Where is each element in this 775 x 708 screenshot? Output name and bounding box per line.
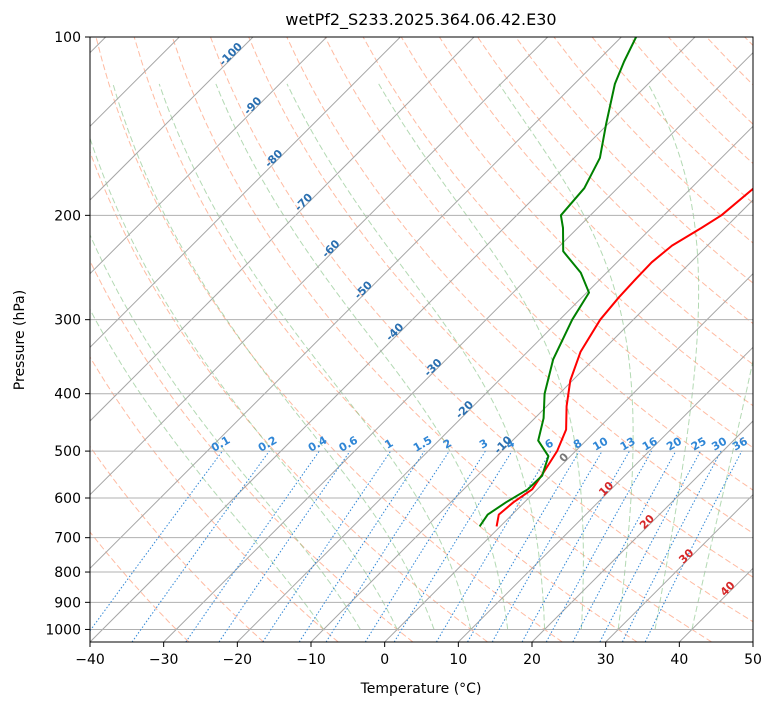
mixing-ratio-line [262, 450, 392, 642]
dry-adiabat [248, 37, 753, 578]
profile-series [478, 37, 753, 527]
mixing-ratio-line [599, 450, 701, 642]
y-tick-label: 100 [54, 30, 81, 46]
isotherm [90, 37, 549, 496]
isotherm [90, 37, 475, 422]
dry-adiabat [515, 37, 753, 284]
dry-adiabat [133, 37, 638, 642]
chart-title: wetPf2_S233.2025.364.06.42.E30 [285, 10, 556, 30]
mixing-ratio-line [131, 450, 270, 642]
mixing-ratio-line [364, 450, 486, 642]
y-axis: 100 200 300 400 500 600 700 800 900 1000 [45, 30, 90, 638]
isotherm [90, 37, 328, 275]
y-tick-label: 700 [54, 531, 81, 547]
isotherm [457, 346, 753, 642]
plot-area: 0.1 0.2 0.4 0.6 1 1.5 2 3 4 6 8 10 13 16 20 25 30 36-100-… [90, 37, 753, 642]
isotherm [531, 420, 753, 642]
y-tick-label: 400 [54, 387, 81, 403]
dry-adiabat [90, 531, 190, 642]
mixing-ratio-line [545, 450, 653, 642]
moist-adiabat [90, 136, 398, 630]
dry-adiabat [95, 37, 563, 642]
y-tick-label: 600 [54, 491, 81, 507]
plot-frame [89, 36, 754, 643]
x-tick-label: 0 [380, 652, 389, 668]
moist-adiabat [691, 358, 753, 630]
isotherm [384, 272, 753, 642]
mixing-ratio-line [185, 450, 320, 642]
mixing-ratio-line [298, 450, 425, 642]
isotherm [90, 37, 696, 642]
x-tick-label: 50 [744, 652, 762, 668]
mixing-ratio-line [644, 450, 743, 642]
y-tick-label: 800 [54, 565, 81, 581]
isotherm [605, 493, 753, 642]
moist-adiabat [647, 83, 700, 630]
isotherm [90, 37, 622, 570]
x-tick-label: 40 [670, 652, 688, 668]
moist-adiabat [158, 83, 472, 630]
y-tick-label: 300 [54, 313, 81, 329]
isotherm [163, 51, 753, 642]
isotherm [90, 37, 401, 349]
y-tick-label: 500 [54, 444, 81, 460]
dewpoint-profile-line [478, 37, 637, 527]
x-axis-label: Temperature (°C) [360, 681, 482, 697]
x-tick-label: −10 [296, 652, 326, 668]
dry-adiabat [90, 150, 488, 642]
mixing-ratio-line [621, 450, 722, 642]
x-tick-label: 10 [449, 652, 467, 668]
x-tick-label: −30 [149, 652, 179, 668]
isobars [90, 37, 753, 630]
x-tick-label: −40 [75, 652, 105, 668]
moist-adiabat [112, 83, 435, 630]
y-tick-label: 900 [54, 595, 81, 611]
x-axis: −40 −30 −20 −10 0 10 20 30 40 50 [75, 642, 762, 668]
dry-adiabat [90, 445, 264, 642]
y-axis-label: Pressure (hPa) [12, 290, 28, 390]
isotherm [310, 199, 753, 642]
y-tick-label: 1000 [45, 622, 81, 638]
x-tick-label: −20 [223, 652, 253, 668]
moist-adiabat [90, 308, 324, 630]
dry-adiabat [210, 37, 753, 623]
x-tick-label: 20 [523, 652, 541, 668]
mixing-ratio-line [521, 450, 630, 642]
y-tick-label: 200 [54, 208, 81, 224]
isotherm [236, 125, 753, 642]
dry-adiabat [400, 37, 753, 407]
temperature-profile-line [495, 187, 753, 527]
dry-adiabat [438, 37, 753, 366]
isotherms [90, 37, 753, 642]
moist-adiabat [286, 83, 546, 630]
moist-adiabat [498, 83, 634, 630]
mixing-ratio-line [393, 450, 513, 642]
mixing-ratio-line [325, 450, 450, 642]
mixing-ratio-line [90, 450, 223, 632]
moist-adiabats [90, 83, 753, 630]
x-tick-label: 30 [597, 652, 615, 668]
mixing-ratio-line [218, 450, 351, 642]
mixing-ratio-line [572, 450, 677, 642]
isotherm [90, 37, 254, 201]
moist-adiabat [215, 83, 509, 630]
